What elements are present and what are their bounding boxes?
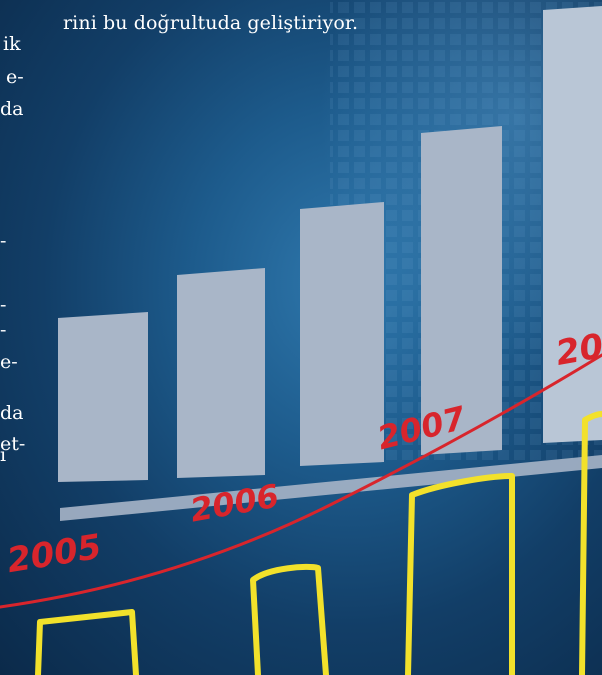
text-fragment: -: [0, 294, 7, 316]
text-fragment: e-: [0, 351, 18, 373]
text-fragment: da: [0, 402, 24, 424]
text-fragment: ik: [3, 33, 21, 55]
bar-5: [543, 6, 602, 443]
bar-3: [300, 202, 384, 466]
yellow-bar-4: [579, 411, 602, 675]
yellow-bar-1: [35, 609, 139, 675]
text-fragment: -: [0, 319, 7, 341]
yellow-bar-2: [250, 563, 329, 675]
bar-1: [58, 312, 148, 482]
text-fragment: da: [0, 98, 24, 120]
caption-text: rini bu doğrultuda geliştiriyor.: [63, 12, 359, 34]
bar-4: [421, 126, 502, 455]
year-2008-partial: 20: [552, 326, 602, 374]
baseline: [60, 455, 602, 521]
text-fragment: ı: [0, 444, 7, 466]
bar-2: [177, 268, 265, 478]
text-fragment: et-: [0, 433, 26, 455]
text-fragment: -: [0, 230, 7, 252]
trend-line: [0, 353, 602, 609]
yellow-bar-3: [405, 473, 515, 675]
text-fragment: e-: [6, 66, 24, 88]
